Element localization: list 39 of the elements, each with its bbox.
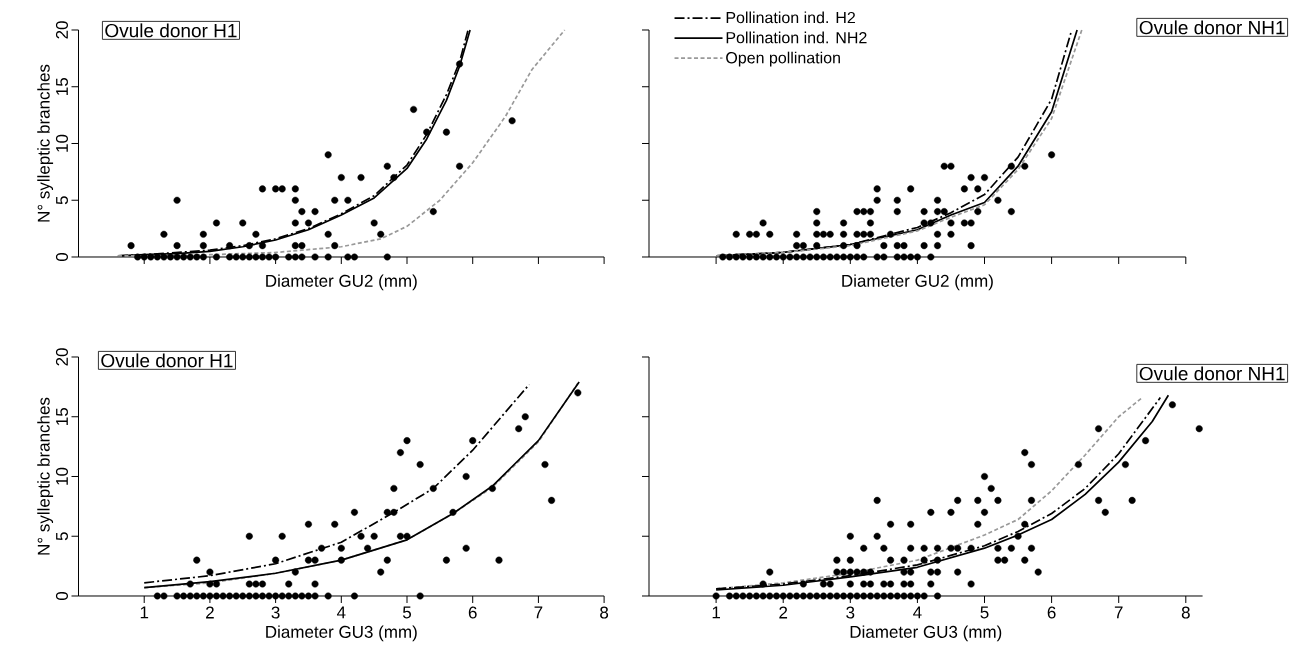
- annotation: Ovule donor NH1: [1139, 366, 1285, 381]
- y-tick-label: 15: [56, 408, 68, 425]
- y-tick-label: 20: [55, 348, 68, 366]
- x-tick-label: 5: [980, 606, 989, 619]
- x-tick-label: 4: [913, 606, 922, 619]
- x-tick-label: 5: [402, 606, 412, 619]
- x-axis-title: Diameter GU3 (mm): [266, 625, 417, 642]
- annotation: Ovule donor H1: [105, 23, 237, 38]
- x-tick-label: 1: [712, 606, 721, 619]
- x-tick-label: 8: [1181, 606, 1190, 619]
- x-tick-label: 3: [271, 606, 280, 619]
- legend-label: Open pollination: [726, 51, 840, 67]
- x-axis-title: Diameter GU2 (mm): [842, 274, 993, 291]
- y-tick-label: 10: [55, 467, 68, 485]
- x-axis-title: Diameter GU2 (mm): [266, 274, 417, 291]
- x-tick-label: 7: [534, 606, 543, 619]
- x-tick-label: 2: [206, 606, 214, 619]
- y-tick-label: 10: [55, 134, 68, 152]
- x-tick-label: 8: [600, 606, 609, 619]
- x-tick-label: 2: [779, 606, 788, 619]
- annotation: Ovule donor H1: [101, 353, 233, 368]
- y-axis-title: N° sylleptic branches: [37, 397, 54, 555]
- x-axis-title: Diameter GU3 (mm): [850, 625, 1002, 642]
- y-tick-label: 5: [56, 196, 68, 205]
- y-tick-label: 0: [55, 252, 68, 262]
- y-tick-label: 20: [55, 21, 68, 39]
- annotation: Ovule donor NH1: [1139, 20, 1285, 35]
- legend-label: Pollination ind. NH2: [726, 31, 867, 44]
- x-tick-label: 7: [1114, 606, 1123, 619]
- x-tick-label: 4: [336, 606, 346, 619]
- x-tick-label: 1: [140, 606, 149, 619]
- x-tick-label: 3: [846, 606, 855, 619]
- y-tick-label: 0: [55, 591, 68, 601]
- y-tick-label: 15: [56, 78, 68, 95]
- x-tick-label: 6: [468, 606, 477, 619]
- y-axis-title: N° sylleptic branches: [37, 64, 54, 222]
- y-tick-label: 5: [56, 532, 68, 541]
- x-tick-label: 6: [1047, 606, 1056, 619]
- legend-label: Pollination ind. H2: [726, 11, 855, 24]
